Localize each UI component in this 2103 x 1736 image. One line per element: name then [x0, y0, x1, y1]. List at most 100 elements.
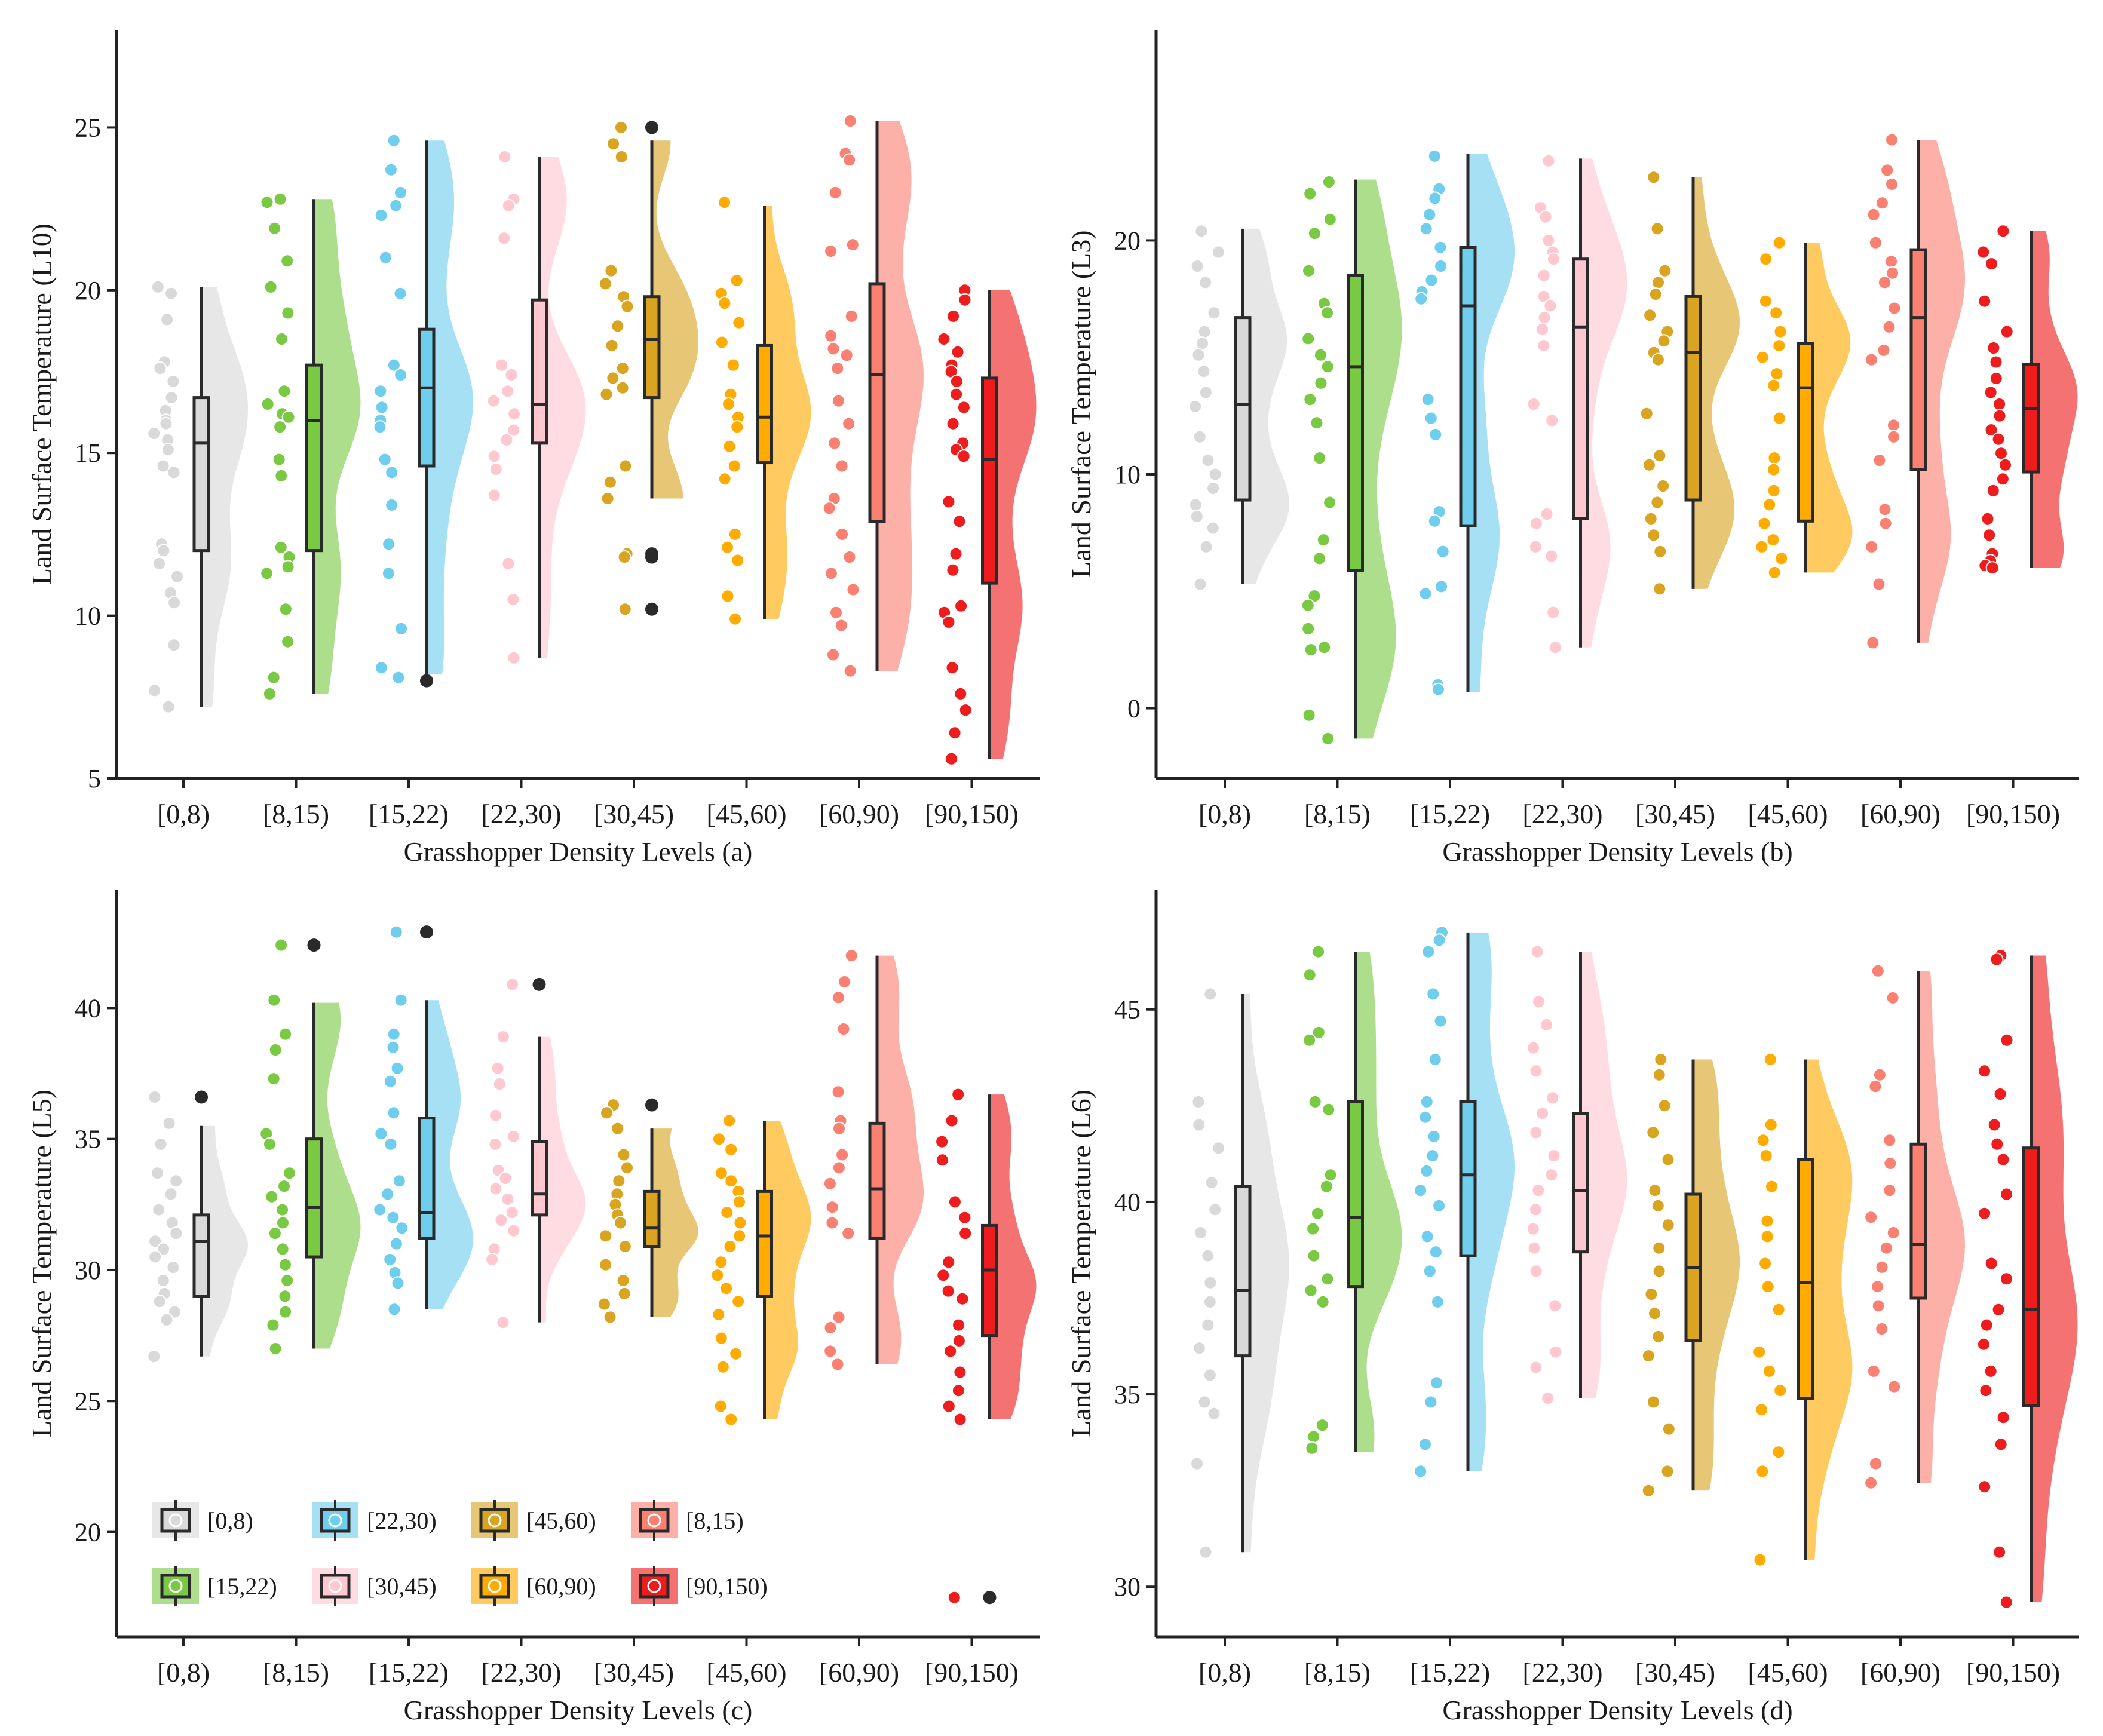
data-point: [505, 1206, 519, 1219]
data-point: [1538, 210, 1553, 224]
data-point: [835, 1148, 850, 1162]
data-point: [617, 1286, 631, 1301]
data-point: [1303, 186, 1317, 201]
data-point: [841, 1226, 856, 1241]
data-point: [1528, 539, 1543, 554]
data-point: [1308, 1094, 1322, 1109]
data-point: [1319, 1179, 1333, 1194]
data-point: [1197, 1395, 1212, 1409]
data-point: [151, 280, 165, 294]
data-point: [1304, 643, 1318, 657]
data-point: [266, 1072, 281, 1086]
data-point: [718, 195, 732, 210]
data-point: [275, 1203, 290, 1217]
data-point: [1864, 352, 1878, 367]
data-point: [1529, 516, 1543, 530]
x-axis-title: Grasshopper Density Levels (d): [1442, 1695, 1792, 1725]
data-point: [1305, 1441, 1319, 1455]
data-point: [1301, 332, 1316, 346]
data-point: [495, 358, 509, 372]
data-point: [1212, 1141, 1226, 1155]
data-point: [374, 661, 388, 675]
data-point: [507, 407, 522, 421]
data-point: [1978, 294, 1992, 308]
data-point: [1302, 968, 1317, 982]
box: [305, 363, 323, 553]
data-point: [1545, 413, 1559, 428]
data-point: [1650, 222, 1664, 236]
data-point: [1871, 1299, 1886, 1313]
data-point: [1190, 1456, 1204, 1471]
group-[22,30): [22,30): [481, 977, 586, 1688]
box: [1909, 248, 1927, 471]
data-point: [1197, 324, 1212, 339]
data-point: [714, 1331, 728, 1345]
x-tick-label: [90,150): [1966, 1657, 2060, 1688]
data-point: [1530, 944, 1544, 959]
data-point: [1537, 311, 1552, 325]
box: [418, 1117, 436, 1240]
data-point: [385, 465, 399, 480]
x-tick-label: [15,22): [369, 1657, 449, 1688]
data-point: [710, 1268, 725, 1283]
data-point: [946, 309, 961, 323]
data-point: [620, 1161, 634, 1175]
data-point: [949, 374, 964, 388]
data-point: [1887, 301, 1902, 315]
data-point: [941, 1284, 955, 1298]
data-point: [1313, 451, 1327, 465]
data-point: [1424, 411, 1438, 425]
data-point: [957, 449, 971, 464]
data-point: [1203, 1368, 1217, 1382]
data-point: [958, 1210, 972, 1225]
data-point: [1653, 544, 1667, 559]
data-point: [946, 563, 960, 577]
y-tick-label: 40: [1114, 1188, 1141, 1217]
density-cloud: [539, 157, 586, 658]
data-point: [1758, 294, 1773, 308]
data-point: [616, 1274, 630, 1287]
data-point: [942, 1399, 956, 1413]
data-point: [1878, 516, 1893, 530]
data-point: [1316, 1295, 1330, 1309]
data-point: [828, 185, 842, 200]
data-point: [1643, 308, 1657, 323]
data-point: [1886, 1226, 1900, 1240]
data-point: [832, 990, 846, 1005]
data-point: [825, 1216, 839, 1230]
group-[45,60): [45,60): [1748, 1053, 1853, 1688]
data-point: [716, 1360, 730, 1374]
x-tick-label: [60,90): [1860, 1657, 1940, 1688]
x-tick-label: [60,90): [819, 799, 899, 829]
data-point: [262, 1137, 277, 1151]
group-[0,8): [0,8): [147, 1090, 248, 1688]
data-point: [374, 1127, 388, 1141]
density-cloud: [989, 290, 1037, 759]
density-cloud: [1580, 158, 1627, 648]
data-point: [1647, 1395, 1660, 1409]
box: [1572, 1112, 1589, 1254]
data-point: [1759, 252, 1773, 266]
group-[8,15): [8,15): [260, 192, 361, 829]
group-[60,90): [60,90): [819, 949, 924, 1688]
data-point: [148, 1090, 162, 1104]
data-point: [281, 306, 295, 320]
data-point: [1887, 418, 1900, 433]
legend-point: [488, 1579, 502, 1593]
data-point: [1426, 987, 1440, 1001]
data-point: [719, 1281, 734, 1296]
data-point: [390, 1061, 404, 1075]
panel-c: 20 25 30 35 40 Land Surface Temperature (L5) G…: [26, 890, 1040, 1725]
data-point: [147, 427, 161, 440]
data-point: [2000, 1187, 2014, 1201]
data-point: [1414, 1464, 1428, 1479]
data-point: [1773, 1384, 1788, 1398]
data-point: [151, 1166, 164, 1180]
data-point: [281, 560, 295, 574]
data-point: [1994, 1437, 2008, 1452]
data-point: [387, 1027, 401, 1041]
data-point: [164, 1187, 178, 1201]
data-point: [1650, 495, 1664, 510]
data-point: [1979, 1318, 1994, 1332]
data-point: [831, 1085, 845, 1099]
